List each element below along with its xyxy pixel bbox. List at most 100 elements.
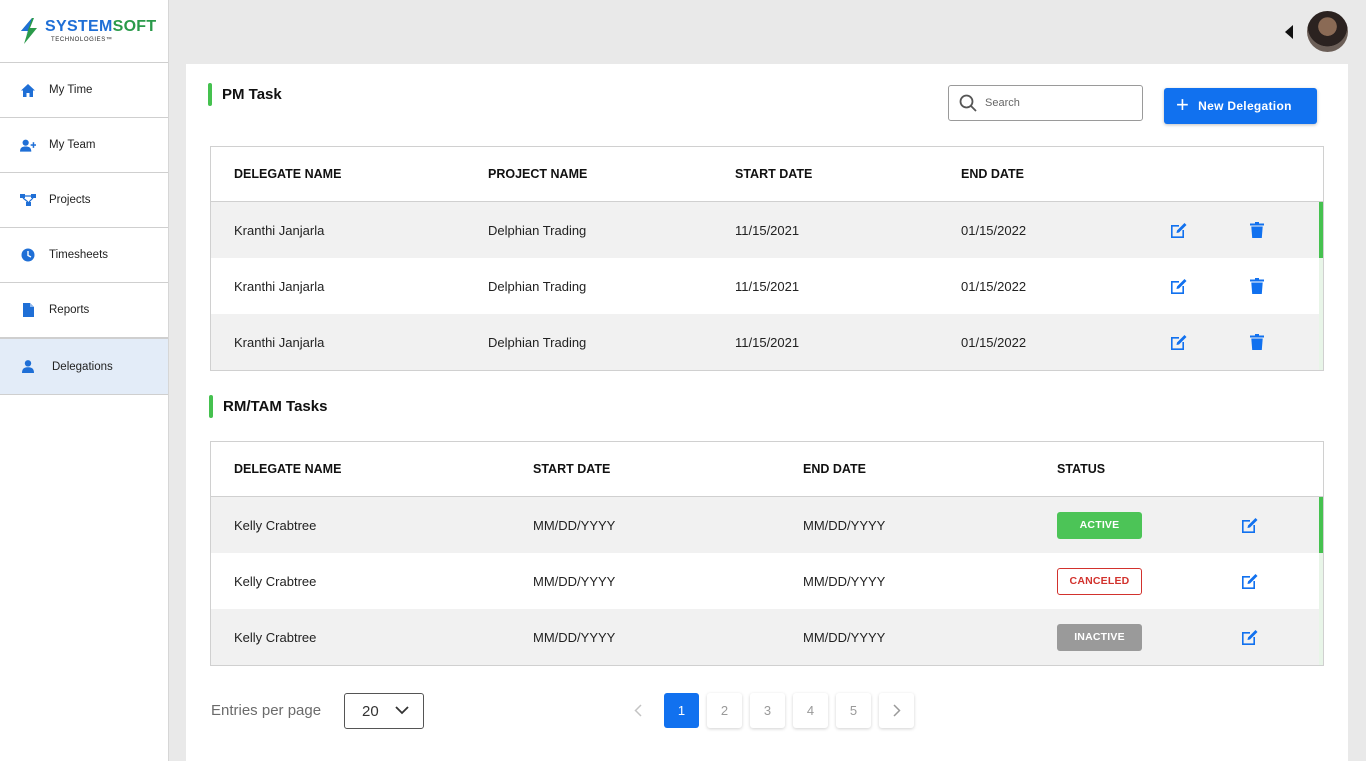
plus-icon: + bbox=[1176, 92, 1190, 117]
start-date: MM/DD/YYYY bbox=[533, 573, 616, 589]
rm-section-title: RM/TAM Tasks bbox=[209, 395, 327, 418]
sidebar-item-label: My Team bbox=[49, 139, 96, 151]
project-name: Delphian Trading bbox=[488, 222, 587, 238]
table-row[interactable]: Kranthi Janjarla Delphian Trading 11/15/… bbox=[211, 314, 1323, 370]
table-row[interactable]: Kelly Crabtree MM/DD/YYYY MM/DD/YYYY INA… bbox=[211, 609, 1323, 665]
edit-icon[interactable] bbox=[1169, 276, 1189, 296]
home-icon bbox=[20, 82, 36, 98]
edit-icon[interactable] bbox=[1240, 627, 1260, 647]
column-header[interactable]: END DATE bbox=[803, 462, 866, 476]
column-header[interactable]: DELEGATE NAME bbox=[234, 462, 342, 476]
page-button[interactable]: 1 bbox=[664, 693, 699, 728]
sidebar-item-label: Timesheets bbox=[49, 249, 109, 261]
row-accent-bar bbox=[1319, 258, 1323, 314]
row-accent-bar bbox=[1319, 553, 1323, 609]
start-date: 11/15/2021 bbox=[735, 334, 800, 350]
rm-task-table: DELEGATE NAME START DATE END DATE STATUS… bbox=[210, 441, 1324, 666]
end-date: MM/DD/YYYY bbox=[803, 629, 886, 645]
table-header: DELEGATE NAME PROJECT NAME START DATE EN… bbox=[211, 147, 1323, 202]
document-icon bbox=[20, 302, 36, 318]
user-icon bbox=[20, 359, 36, 375]
column-header[interactable]: PROJECT NAME bbox=[488, 167, 588, 181]
end-date: MM/DD/YYYY bbox=[803, 517, 886, 533]
page-button[interactable]: 4 bbox=[793, 693, 828, 728]
brand-name-part1: SYSTEM bbox=[45, 18, 113, 35]
search-field[interactable] bbox=[985, 97, 1135, 109]
table-row[interactable]: Kelly Crabtree MM/DD/YYYY MM/DD/YYYY ACT… bbox=[211, 497, 1323, 553]
sidebar-item-projects[interactable]: Projects bbox=[0, 173, 168, 228]
brand-logo[interactable]: SYSTEMSOFT TECHNOLOGIES™ bbox=[0, 0, 168, 63]
delegate-name: Kelly Crabtree bbox=[234, 573, 317, 589]
project-name: Delphian Trading bbox=[488, 334, 587, 350]
delegate-name: Kelly Crabtree bbox=[234, 629, 317, 645]
new-delegation-label: New Delegation bbox=[1198, 99, 1292, 113]
row-accent-bar bbox=[1319, 609, 1323, 665]
sidebar-item-label: My Time bbox=[49, 84, 93, 96]
edit-icon[interactable] bbox=[1169, 220, 1189, 240]
page-button[interactable]: 3 bbox=[750, 693, 785, 728]
delete-icon[interactable] bbox=[1247, 332, 1267, 352]
page-button[interactable]: 5 bbox=[836, 693, 871, 728]
chevron-right-icon bbox=[892, 704, 901, 717]
main-card: PM Task + New Delegation DELEGATE NAME P… bbox=[186, 64, 1348, 761]
sidebar-item-reports[interactable]: Reports bbox=[0, 283, 168, 338]
delegate-name: Kelly Crabtree bbox=[234, 517, 317, 533]
search-input[interactable] bbox=[948, 85, 1143, 121]
column-header[interactable]: START DATE bbox=[735, 167, 813, 181]
sidebar-item-timesheets[interactable]: Timesheets bbox=[0, 228, 168, 283]
table-header: DELEGATE NAME START DATE END DATE STATUS bbox=[211, 442, 1323, 497]
start-date: 11/15/2021 bbox=[735, 278, 800, 294]
page-button[interactable]: 2 bbox=[707, 693, 742, 728]
edit-icon[interactable] bbox=[1169, 332, 1189, 352]
status-badge: INACTIVE bbox=[1057, 623, 1142, 651]
table-row[interactable]: Kranthi Janjarla Delphian Trading 11/15/… bbox=[211, 202, 1323, 258]
sidebar-item-label: Reports bbox=[49, 304, 90, 316]
chevron-left-icon bbox=[633, 704, 642, 717]
delete-icon[interactable] bbox=[1247, 276, 1267, 296]
edit-icon[interactable] bbox=[1240, 515, 1260, 535]
entries-per-page-label: Entries per page bbox=[211, 702, 322, 719]
project-tree-icon bbox=[20, 192, 36, 208]
clock-icon bbox=[20, 247, 36, 263]
sidebar-item-my-time[interactable]: My Time bbox=[0, 63, 168, 118]
collapse-caret-icon[interactable] bbox=[1285, 25, 1293, 39]
column-header[interactable]: END DATE bbox=[961, 167, 1024, 181]
search-icon bbox=[959, 94, 977, 112]
edit-icon[interactable] bbox=[1240, 571, 1260, 591]
logo-mark-icon bbox=[21, 18, 37, 44]
row-accent-bar bbox=[1319, 497, 1323, 553]
sidebar-item-label: Projects bbox=[49, 194, 91, 206]
brand-subtitle: TECHNOLOGIES™ bbox=[51, 37, 113, 43]
new-delegation-button[interactable]: + New Delegation bbox=[1164, 88, 1317, 124]
status-badge: ACTIVE bbox=[1057, 511, 1142, 539]
sidebar-item-my-team[interactable]: My Team bbox=[0, 118, 168, 173]
start-date: MM/DD/YYYY bbox=[533, 517, 616, 533]
entries-per-page-select[interactable]: 20 bbox=[344, 693, 424, 729]
prev-page-button[interactable] bbox=[620, 693, 655, 728]
end-date: 01/15/2022 bbox=[961, 334, 1027, 350]
delegate-name: Kranthi Janjarla bbox=[234, 334, 325, 350]
pm-task-table: DELEGATE NAME PROJECT NAME START DATE EN… bbox=[210, 146, 1324, 371]
end-date: MM/DD/YYYY bbox=[803, 573, 886, 589]
entries-per-page-value: 20 bbox=[362, 702, 379, 720]
project-name: Delphian Trading bbox=[488, 278, 587, 294]
status-badge: CANCELED bbox=[1057, 567, 1142, 595]
column-header[interactable]: STATUS bbox=[1057, 462, 1106, 476]
delete-icon[interactable] bbox=[1247, 220, 1267, 240]
table-row[interactable]: Kranthi Janjarla Delphian Trading 11/15/… bbox=[211, 258, 1323, 314]
sidebar-item-delegations[interactable]: Delegations bbox=[0, 338, 168, 395]
column-header[interactable]: START DATE bbox=[533, 462, 611, 476]
sidebar: SYSTEMSOFT TECHNOLOGIES™ My Time My Team… bbox=[0, 0, 169, 761]
rm-section-title-text: RM/TAM Tasks bbox=[223, 398, 328, 415]
next-page-button[interactable] bbox=[879, 693, 914, 728]
table-row[interactable]: Kelly Crabtree MM/DD/YYYY MM/DD/YYYY CAN… bbox=[211, 553, 1323, 609]
row-accent-bar bbox=[1319, 314, 1323, 370]
column-header[interactable]: DELEGATE NAME bbox=[234, 167, 342, 181]
delegate-name: Kranthi Janjarla bbox=[234, 222, 325, 238]
sidebar-item-label: Delegations bbox=[52, 360, 113, 373]
pm-section-title-text: PM Task bbox=[222, 86, 282, 103]
section-accent-bar bbox=[209, 395, 213, 418]
start-date: 11/15/2021 bbox=[735, 222, 800, 238]
avatar[interactable] bbox=[1307, 11, 1348, 52]
pm-section-title: PM Task bbox=[208, 83, 282, 106]
